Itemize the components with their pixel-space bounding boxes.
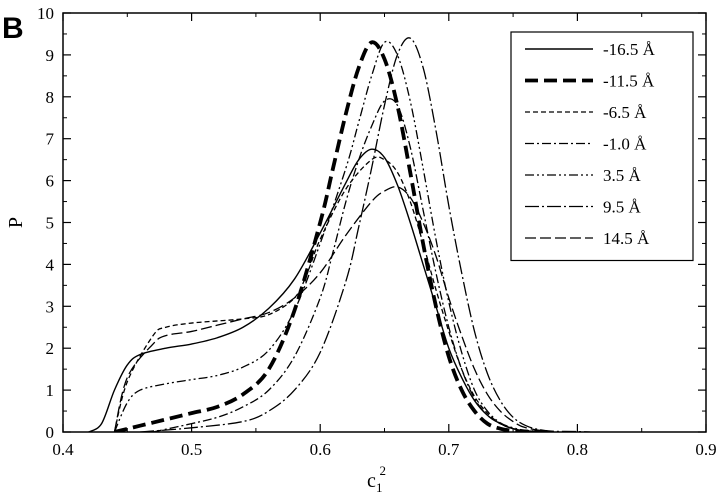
y-tick-label: 8 [46,88,55,107]
x-tick-label: 0.9 [695,440,716,459]
y-axis: 0 1 2 3 4 5 6 7 8 9 10 [37,4,706,442]
x-tick-label: 0.8 [567,440,588,459]
y-tick-label: 4 [46,255,55,274]
y-tick-label: 5 [46,214,55,233]
x-tick-label: 0.6 [310,440,331,459]
x-tick-label: 0.4 [52,440,74,459]
y-axis-label: P [5,217,27,228]
legend-label-7: 14.5 Å [603,229,650,248]
y-tick-label: 2 [46,339,55,358]
legend-label-1: -16.5 Å [603,40,656,59]
series-line-4 [152,98,552,432]
series-line-1 [88,148,552,432]
x-tick-label: 0.7 [438,440,460,459]
x-axis-label-sup: 2 [379,463,386,478]
x-tick-label: 0.5 [181,440,202,459]
legend-label-3: -6.5 Å [603,103,647,122]
y-tick-label: 7 [46,130,55,149]
y-tick-label: 1 [46,381,55,400]
x-axis-label-sub: 1 [376,480,383,495]
series-line-7 [113,186,552,432]
panel-label: B [2,12,24,45]
legend: -16.5 Å -11.5 Å -6.5 Å -1.0 Å 3.5 Å 9.5 Å 14.5… [510,31,694,262]
y-tick-label: 0 [46,423,55,442]
x-axis: 0.4 0.5 0.6 0.7 0.8 0.9 [52,13,717,459]
y-tick-label: 3 [46,297,55,316]
y-tick-label: 9 [46,46,55,65]
series-group [88,37,591,432]
series-line-2 [113,40,552,432]
legend-label-6: 9.5 Å [603,198,642,217]
legend-label-5: 3.5 Å [603,166,642,185]
legend-box [510,31,694,262]
x-axis-label-base: c [367,470,376,492]
y-tick-label: 10 [37,4,54,23]
series-line-6 [140,37,591,432]
x-axis-label: c1 2 [367,463,386,495]
y-tick-label: 6 [46,172,55,191]
series-line-5 [113,40,552,432]
series-line-3 [113,156,552,432]
legend-label-2: -11.5 Å [603,72,655,91]
legend-label-4: -1.0 Å [603,135,647,154]
